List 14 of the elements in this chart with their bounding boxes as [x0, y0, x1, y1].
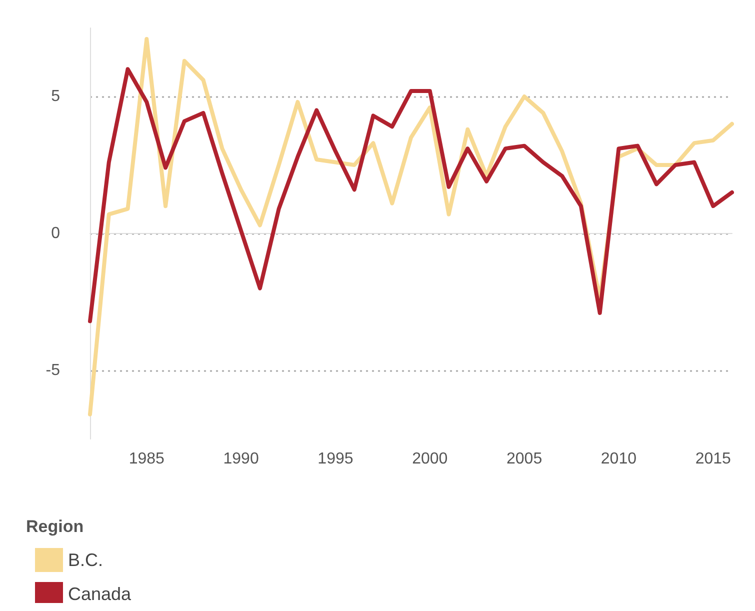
y-tick-label: 0: [51, 225, 60, 242]
legend-title: Region: [26, 517, 84, 536]
x-tick-label: 2015: [695, 450, 732, 468]
legend-label: Canada: [68, 584, 132, 604]
y-tick-label: -5: [46, 362, 60, 379]
x-tick-label: 1985: [128, 450, 165, 468]
x-tick-label: 2005: [506, 450, 542, 468]
line-series: [88, 67, 734, 324]
y-tick-label: 5: [51, 88, 60, 105]
x-tick-label: 2010: [600, 450, 637, 468]
x-tick-label: 1995: [318, 450, 354, 468]
legend-label: B.C.: [68, 550, 104, 570]
x-tick-label: 1990: [223, 450, 259, 468]
x-tick-label: 2000: [412, 450, 448, 468]
